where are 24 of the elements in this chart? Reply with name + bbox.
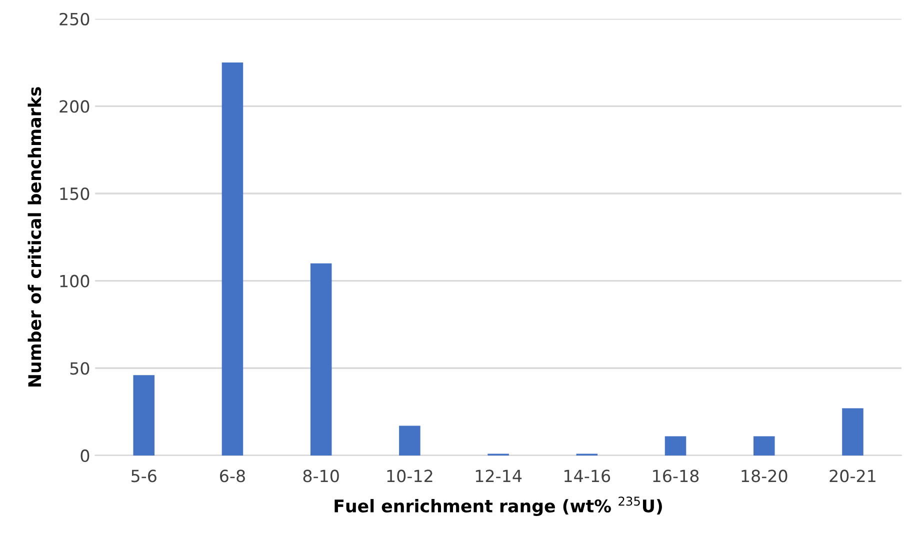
x-tick-label: 10-12 [387,470,432,482]
x-tick-label: 12-14 [476,470,522,482]
y-tick-label: 100 [60,274,90,288]
y-tick-label: 250 [60,12,90,26]
y-tick-label: 200 [60,100,90,113]
x-tick-label: 14-16 [564,470,610,482]
x-tick-label: 5-6 [132,470,156,482]
x-tick-label: 20-21 [830,470,876,482]
bar [664,436,686,456]
y-tick-label: 50 [70,362,90,375]
x-tick-label: 6-8 [220,470,245,482]
x-tick-label: 16-18 [653,470,699,482]
bar [399,426,420,456]
y-tick-label: 150 [60,187,90,200]
x-tick-label: 8-10 [303,470,339,482]
x-tick-label: 18-20 [742,470,788,482]
bar [753,436,775,456]
bar [310,263,332,456]
bar [133,375,154,456]
bar [842,408,864,456]
x-axis-title: Fuel enrichment range (wt% $^{235}$U) [334,496,662,516]
bar [222,62,244,456]
y-tick-label: 0 [80,449,90,462]
y-axis-title: Number of critical benchmarks [28,87,42,386]
